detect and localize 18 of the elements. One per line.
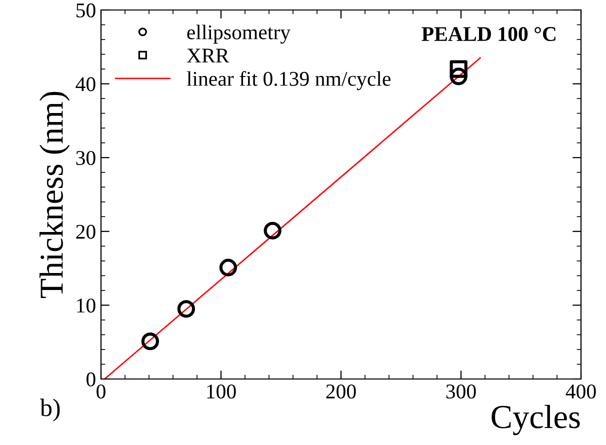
x-tick-label: 100 (207, 384, 236, 399)
annotation: PEALD 100 °C (422, 26, 556, 42)
y-tick-label: 20 (76, 224, 96, 239)
y-tick-label: 50 (76, 3, 96, 18)
legend-label: ellipsometry (187, 24, 290, 44)
legend-label: XRR (186, 48, 230, 62)
y-tick-label: 0 (86, 372, 96, 386)
x-tick-label: 300 (446, 384, 476, 399)
y-tick-label: 30 (76, 150, 96, 166)
legend-label: linear fit 0.139 nm/cycle (186, 71, 390, 90)
x-axis-title: Cycles (492, 404, 580, 436)
text: b) (40, 398, 60, 422)
x-tick-label: 0 (96, 384, 106, 399)
x-tick-label: 400 (566, 384, 596, 399)
y-tick-label: 10 (77, 298, 96, 313)
y-tick-label: 40 (76, 77, 96, 92)
y-axis-title: Thickness (nm) (40, 92, 70, 298)
x-tick-label: 200 (326, 384, 356, 399)
